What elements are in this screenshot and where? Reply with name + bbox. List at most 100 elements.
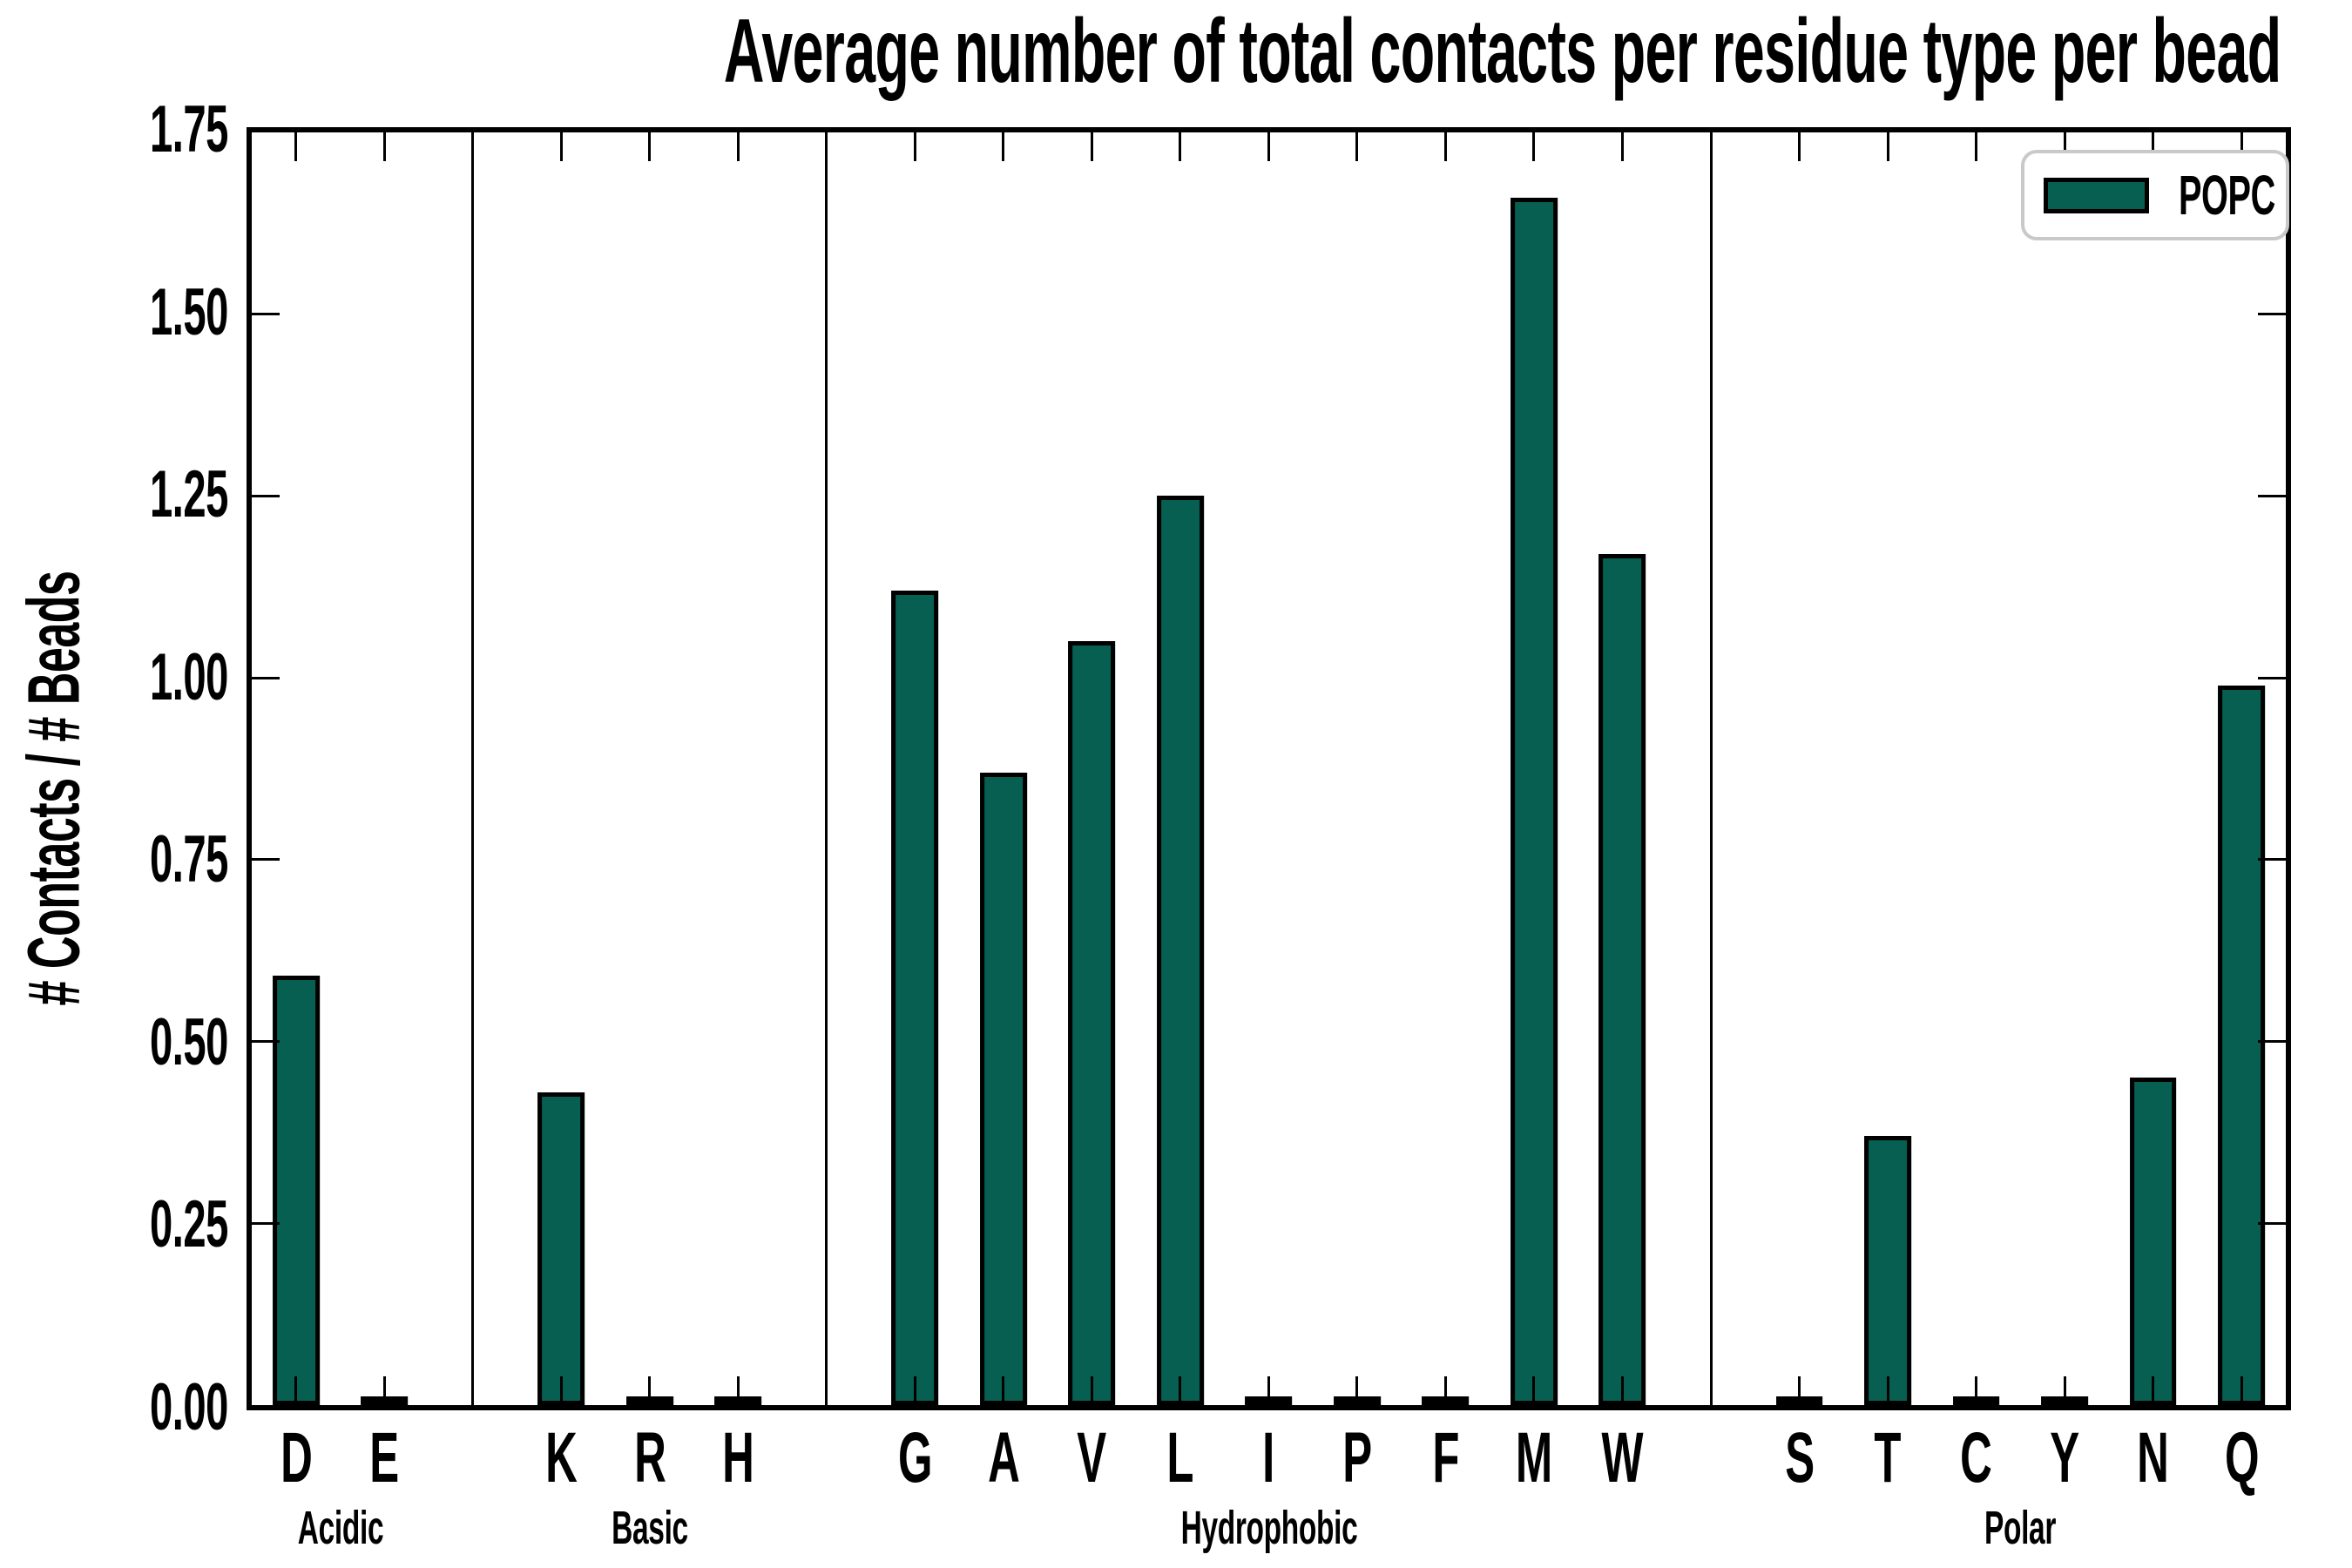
x-tick-top [1179, 132, 1182, 161]
y-tick-label-1.75: 1.75 [0, 97, 228, 163]
y-tick-label-text: 1.75 [150, 92, 228, 166]
y-tick-left-1.50 [252, 313, 280, 316]
bar-K [537, 1092, 585, 1405]
x-label-F: F [1402, 1418, 1490, 1498]
bar-Q [2218, 685, 2265, 1405]
x-tick-top [1975, 132, 1978, 161]
x-tick-bottom [2240, 1376, 2243, 1405]
x-tick-bottom [648, 1376, 652, 1405]
x-label-text: D [280, 1418, 313, 1497]
legend-swatch-popc [2044, 177, 2149, 213]
bar-V [1068, 641, 1116, 1405]
y-tick-right-1.25 [2258, 494, 2286, 497]
x-tick-top [1267, 132, 1270, 161]
residue-slot-M [1490, 132, 1578, 1405]
plot-area [247, 127, 2291, 1410]
residue-slot-N [2109, 132, 2198, 1405]
group-divider-line [1709, 132, 1713, 1405]
x-label-text: R [633, 1418, 666, 1497]
x-tick-top [2152, 132, 2155, 161]
group-label-text: Basic [612, 1502, 688, 1554]
residue-slot-G [871, 132, 960, 1405]
x-tick-bottom [1532, 1376, 1536, 1405]
y-tick-label-text: 0.50 [150, 1004, 228, 1079]
residue-slot-R [605, 132, 694, 1405]
bar-M [1511, 198, 1558, 1405]
x-label-R: R [605, 1418, 694, 1498]
group-label-polar: Polar [1963, 1502, 2078, 1554]
residue-slot-L [1136, 132, 1225, 1405]
x-label-D: D [252, 1418, 341, 1498]
bar-L [1157, 496, 1204, 1405]
x-label-A: A [959, 1418, 1048, 1498]
x-label-W: W [1578, 1418, 1667, 1498]
x-label-text: M [1516, 1418, 1552, 1497]
y-tick-label-0.00: 0.00 [0, 1375, 228, 1441]
bar-G [891, 590, 939, 1405]
y-tick-label-text: 0.25 [150, 1187, 228, 1262]
x-label-Q: Q [2197, 1418, 2286, 1498]
y-tick-label-text: 1.00 [150, 639, 228, 714]
x-label-text: G [897, 1418, 933, 1497]
x-label-H: H [694, 1418, 783, 1498]
residue-slot-V [1048, 132, 1137, 1405]
legend: POPC [2021, 150, 2289, 240]
x-label-text: Q [2224, 1418, 2260, 1497]
x-label-text: F [1432, 1418, 1459, 1497]
x-tick-top [1886, 132, 1889, 161]
x-label-text: S [1784, 1418, 1815, 1497]
x-label-text: Y [2050, 1418, 2079, 1497]
x-tick-top [1090, 132, 1093, 161]
x-label-text: I [1262, 1418, 1275, 1497]
y-tick-label-0.25: 0.25 [0, 1192, 228, 1258]
x-tick-top [2240, 132, 2243, 161]
x-tick-top [1443, 132, 1447, 161]
y-tick-label-0.50: 0.50 [0, 1004, 228, 1079]
y-tick-label-text: 0.00 [150, 1370, 228, 1444]
bar-A [979, 772, 1027, 1405]
group-label-text: Polar [1984, 1502, 2057, 1554]
y-tick-label-text: 0.75 [150, 822, 228, 897]
x-label-text: W [1601, 1418, 1644, 1497]
x-label-N: N [2109, 1418, 2198, 1498]
bar-slots [252, 132, 2286, 1405]
x-label-P: P [1313, 1418, 1402, 1498]
y-tick-label-0.75: 0.75 [0, 827, 228, 893]
x-tick-top [559, 132, 563, 161]
residue-slot-T [1843, 132, 1932, 1405]
x-label-text: K [545, 1418, 578, 1497]
x-label-S: S [1755, 1418, 1844, 1498]
group-label-text: Hydrophobic [1180, 1502, 1357, 1554]
x-label-text: L [1166, 1418, 1194, 1497]
x-tick-top [1532, 132, 1536, 161]
residue-slot-E [341, 132, 429, 1405]
x-tick-bottom [382, 1376, 386, 1405]
x-tick-top [648, 132, 652, 161]
x-tick-bottom [2063, 1376, 2066, 1405]
y-tick-left-0.25 [252, 1221, 280, 1225]
residue-slot-Q [2197, 132, 2286, 1405]
x-tick-bottom [1975, 1376, 1978, 1405]
y-tick-right-0.50 [2258, 1040, 2286, 1044]
x-label-text: H [722, 1418, 754, 1497]
x-label-text: N [2137, 1418, 2169, 1497]
x-tick-bottom [1179, 1376, 1182, 1405]
x-tick-top [382, 132, 386, 161]
x-label-gap [782, 1418, 871, 1498]
residue-slot-Y [2020, 132, 2109, 1405]
y-tick-left-1.25 [252, 494, 280, 497]
chart-title: Average number of total contacts per res… [247, 0, 2291, 105]
x-tick-bottom [1090, 1376, 1093, 1405]
y-tick-label-text: 1.50 [150, 274, 228, 349]
bar-D [272, 976, 320, 1405]
x-tick-bottom [1620, 1376, 1624, 1405]
legend-label-text: POPC [2178, 164, 2275, 226]
x-label-text: E [369, 1418, 400, 1497]
residue-slot-S [1755, 132, 1844, 1405]
x-tick-top [1620, 132, 1624, 161]
x-label-E: E [341, 1418, 429, 1498]
x-tick-bottom [294, 1376, 298, 1405]
x-label-text: V [1077, 1418, 1107, 1497]
